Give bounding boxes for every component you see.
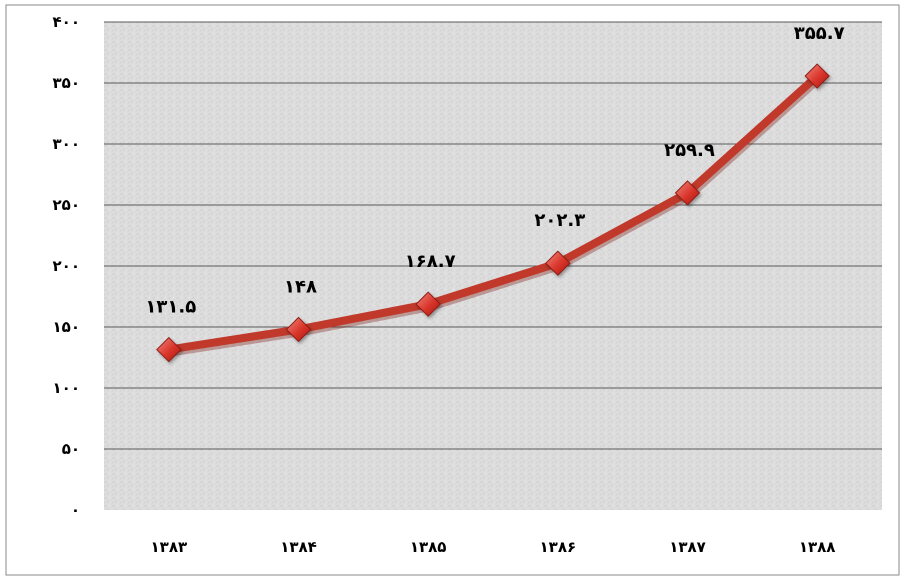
- data-point-marker: [545, 250, 571, 276]
- series-line-group: [164, 72, 824, 357]
- y-tick-label: ۲۵۰: [53, 196, 80, 214]
- x-tick-label: ۱۳۸۷: [669, 538, 706, 556]
- data-label: ۲۵۹.۹: [664, 140, 715, 161]
- y-tick-label: ۳۵۰: [53, 74, 80, 92]
- y-axis-tick-labels: ۰ ۵۰ ۱۰۰ ۱۵۰ ۲۰۰ ۲۵۰ ۳۰۰ ۳۵۰ ۴۰۰: [53, 13, 80, 519]
- series-line: [164, 72, 822, 354]
- y-tick-label: ۲۰۰: [53, 257, 80, 275]
- y-tick-label: ۳۰۰: [53, 135, 80, 153]
- x-axis-tick-labels: ۱۳۸۳ ۱۳۸۴ ۱۳۸۵ ۱۳۸۶ ۱۳۸۷ ۱۳۸۸: [151, 538, 836, 556]
- data-label: ۱۶۸.۷: [405, 251, 456, 272]
- data-point-marker: [674, 180, 701, 206]
- x-tick-label: ۱۳۸۴: [280, 538, 317, 556]
- data-point-marker: [804, 63, 830, 89]
- data-point-marker: [415, 291, 441, 317]
- series-markers: [156, 63, 830, 363]
- y-tick-label: ۴۰۰: [53, 13, 80, 31]
- data-labels: ۱۳۱.۵ ۱۴۸ ۱۶۸.۷ ۲۰۲.۳ ۲۵۹.۹ ۳۵۵.۷: [145, 23, 844, 318]
- x-tick-label: ۱۳۸۵: [410, 538, 447, 556]
- data-label: ۱۳۱.۵: [145, 297, 196, 318]
- data-label: ۳۵۵.۷: [794, 23, 845, 44]
- data-label: ۱۴۸: [284, 276, 317, 297]
- data-point-marker: [285, 316, 312, 343]
- x-tick-label: ۱۳۸۶: [540, 538, 577, 556]
- x-tick-label: ۱۳۸۸: [799, 538, 836, 556]
- x-tick-label: ۱۳۸۳: [151, 538, 188, 556]
- y-tick-label: ۱۰۰: [53, 379, 80, 397]
- data-label: ۲۰۲.۳: [534, 210, 585, 231]
- y-tick-label: ۵۰: [62, 440, 80, 458]
- gridlines: [104, 21, 882, 450]
- data-point-marker: [156, 336, 182, 363]
- y-tick-label: ۰: [71, 501, 80, 519]
- y-tick-label: ۱۵۰: [53, 318, 80, 336]
